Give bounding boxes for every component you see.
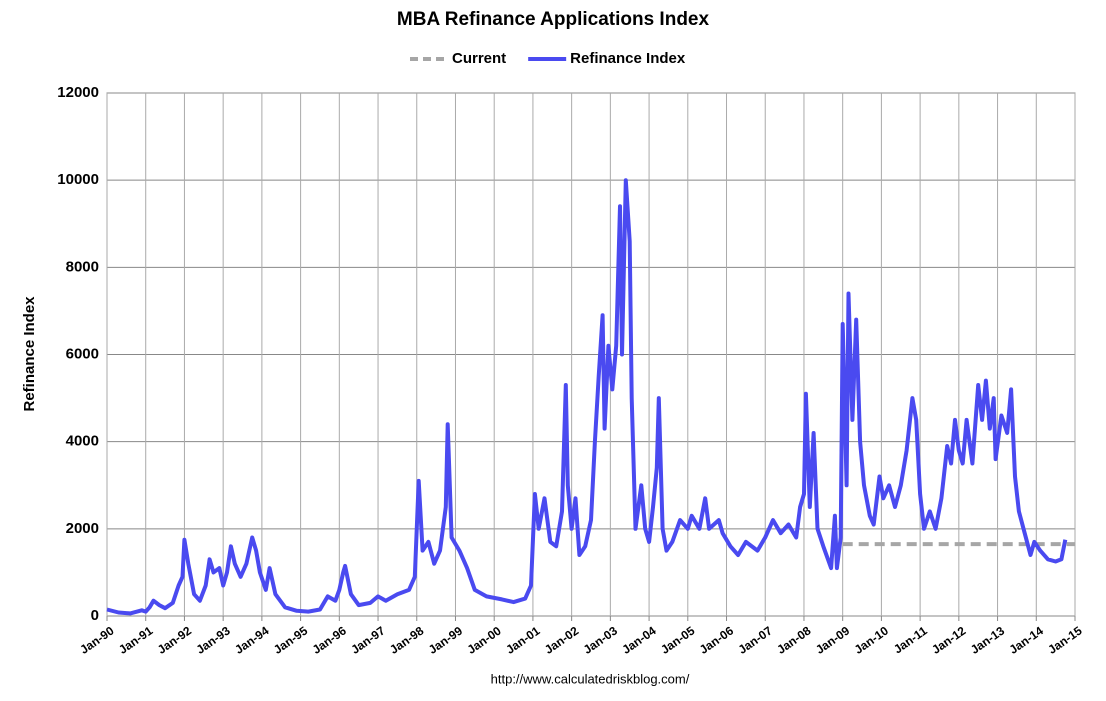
y-tick-label: 6000 [66, 345, 99, 362]
x-tick-label: Jan-00 [465, 623, 504, 656]
x-tick-label: Jan-03 [581, 623, 620, 656]
x-tick-label: Jan-09 [813, 623, 852, 656]
x-tick-label: Jan-12 [929, 623, 968, 656]
y-tick-label: 12000 [57, 84, 99, 101]
data-line [106, 178, 1068, 616]
x-tick-label: Jan-97 [348, 623, 387, 656]
y-tick-label: 10000 [57, 171, 99, 188]
y-tick-label: 4000 [66, 433, 99, 450]
x-tick-label: Jan-14 [1007, 623, 1046, 656]
x-tick-label: Jan-99 [426, 623, 465, 656]
x-tick-label: Jan-92 [155, 623, 194, 656]
x-tick-label: Jan-02 [542, 623, 581, 656]
x-tick-label: Jan-96 [310, 623, 349, 656]
x-tick-label: Jan-07 [736, 623, 775, 656]
x-tick-label: Jan-91 [116, 623, 155, 656]
x-tick-label: Jan-08 [774, 623, 813, 656]
y-tick-label: 2000 [66, 520, 99, 537]
y-axis-title: Refinance Index [21, 296, 38, 412]
y-tick-label: 8000 [66, 258, 99, 275]
legend: Current Refinance Index [410, 50, 686, 67]
x-tick-label: Jan-04 [619, 623, 658, 656]
x-tick-label: Jan-06 [697, 623, 736, 656]
x-tick-label: Jan-93 [194, 623, 233, 656]
x-tick-label: Jan-11 [891, 623, 930, 656]
y-tick-label: 0 [91, 607, 99, 624]
x-tick-label: Jan-13 [968, 623, 1007, 656]
chart-title: MBA Refinance Applications Index [397, 9, 710, 30]
legend-label: Current [452, 50, 506, 67]
x-tick-label: Jan-98 [387, 623, 426, 656]
source-note: http://www.calculatedriskblog.com/ [491, 671, 690, 686]
x-tick-label: Jan-94 [232, 623, 271, 656]
x-tick-label: Jan-15 [1045, 623, 1084, 656]
x-tick-label: Jan-10 [852, 623, 891, 656]
x-tick-label: Jan-05 [658, 623, 697, 656]
x-tick-label: Jan-01 [503, 623, 542, 656]
x-tick-label: Jan-95 [271, 623, 310, 656]
x-tick-label: Jan-90 [77, 623, 116, 656]
legend-label: Refinance Index [570, 50, 686, 67]
